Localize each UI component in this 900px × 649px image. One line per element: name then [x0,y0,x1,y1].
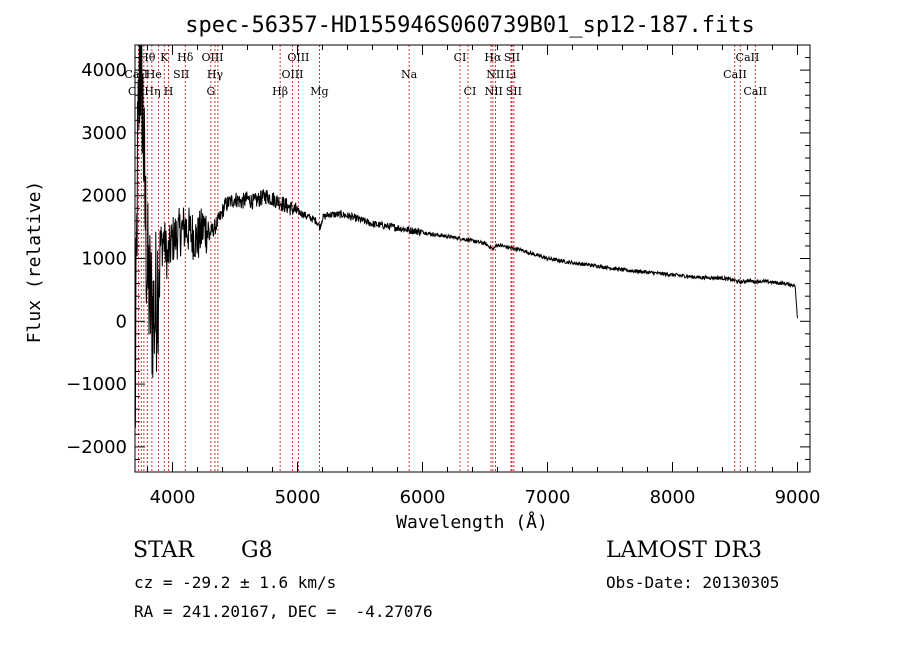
line-label: H [164,85,174,98]
x-tick-label: 5000 [275,487,321,508]
y-axis-label: Flux (relative) [24,181,45,344]
x-axis-label: Wavelength (Å) [396,511,548,533]
line-label: NII [485,85,503,98]
y-axis: −2000 −1000 0 1000 2000 3000 4000 [66,44,810,473]
line-label: Na [401,68,418,81]
line-label: Hθ [139,51,156,64]
line-label: G [206,85,215,98]
line-label: OIII [281,68,303,81]
line-label: He [146,68,162,81]
object-subclass: G8 [241,538,273,563]
line-label: SII [173,68,189,81]
chart-title: spec-56357-HD155946S060739B01_sp12-187.f… [185,13,755,38]
y-tick-label: 3000 [81,123,127,144]
y-tick-label: 4000 [81,60,127,81]
y-tick-label: 2000 [81,186,127,207]
redshift-text: cz = -29.2 ± 1.6 km/s [134,573,337,592]
y-tick-label: 0 [116,311,127,332]
line-label: Hβ [272,85,288,98]
line-label: Mg [310,85,328,98]
x-tick-label: 4000 [150,487,196,508]
line-label: CI [454,51,467,64]
x-tick-label: 6000 [400,487,446,508]
survey-name: LAMOST DR3 [606,538,762,563]
y-tick-label: −2000 [66,437,127,458]
line-label: SII [506,85,522,98]
line-label: CaII [743,85,767,98]
line-label: SII [504,51,520,64]
line-label: OIII [287,51,309,64]
line-label: K [160,51,169,64]
line-label: Hη [144,85,160,98]
object-class: STAR [133,538,194,563]
x-axis: 4000 5000 6000 7000 8000 9000 [147,45,821,508]
line-label: Hα [484,51,502,64]
coords-text: RA = 241.20167, DEC = -4.27076 [134,602,433,621]
line-markers [138,45,756,472]
line-label: Hγ [207,68,224,81]
line-label: NII [486,68,504,81]
x-tick-label: 9000 [775,487,821,508]
y-tick-label: −1000 [66,374,127,395]
x-tick-label: 7000 [525,487,571,508]
line-label: Li [506,68,517,81]
line-label: CI [464,85,477,98]
line-label: OIII [201,51,223,64]
line-label: Hδ [177,51,194,64]
line-label: CaII [723,68,747,81]
line-label: CaII [736,51,760,64]
x-tick-label: 8000 [650,487,696,508]
obs-date-text: Obs-Date: 20130305 [606,573,780,592]
spectrum-line [134,44,798,428]
y-tick-label: 1000 [81,249,127,270]
plot-frame [134,44,811,473]
